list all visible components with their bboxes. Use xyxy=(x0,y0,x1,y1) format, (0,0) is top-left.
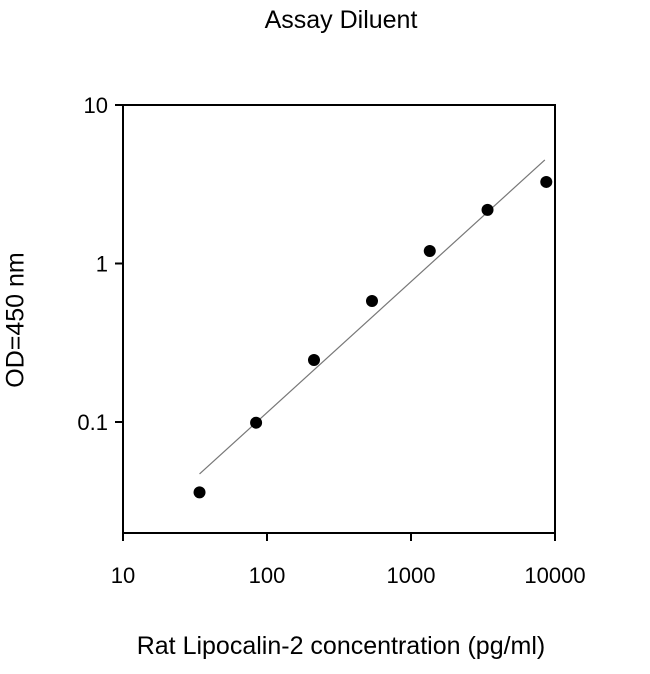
chart-title: Assay Diluent xyxy=(264,6,418,34)
y-tick-label: 10 xyxy=(84,93,108,118)
data-point xyxy=(365,294,378,307)
data-point xyxy=(423,244,436,257)
x-tick-label: 100 xyxy=(249,563,286,588)
y-tick-label: 0.1 xyxy=(77,410,108,435)
x-tick-label: 1000 xyxy=(387,563,436,588)
x-tick-label: 10000 xyxy=(524,563,585,588)
data-points xyxy=(193,175,553,499)
data-point xyxy=(307,354,320,367)
data-point xyxy=(540,175,553,188)
x-tick-label: 10 xyxy=(111,563,135,588)
data-point xyxy=(193,486,206,499)
data-point xyxy=(250,416,263,429)
data-point xyxy=(481,203,494,216)
ticks: 10 100 1000 10000 0.1 1 10 xyxy=(77,93,585,588)
plot-frame xyxy=(122,104,556,534)
y-tick-label: 1 xyxy=(96,252,108,277)
x-axis-label: Rat Lipocalin-2 concentration (pg/ml) xyxy=(136,632,546,660)
fit-line xyxy=(199,159,546,475)
axes xyxy=(122,104,556,534)
